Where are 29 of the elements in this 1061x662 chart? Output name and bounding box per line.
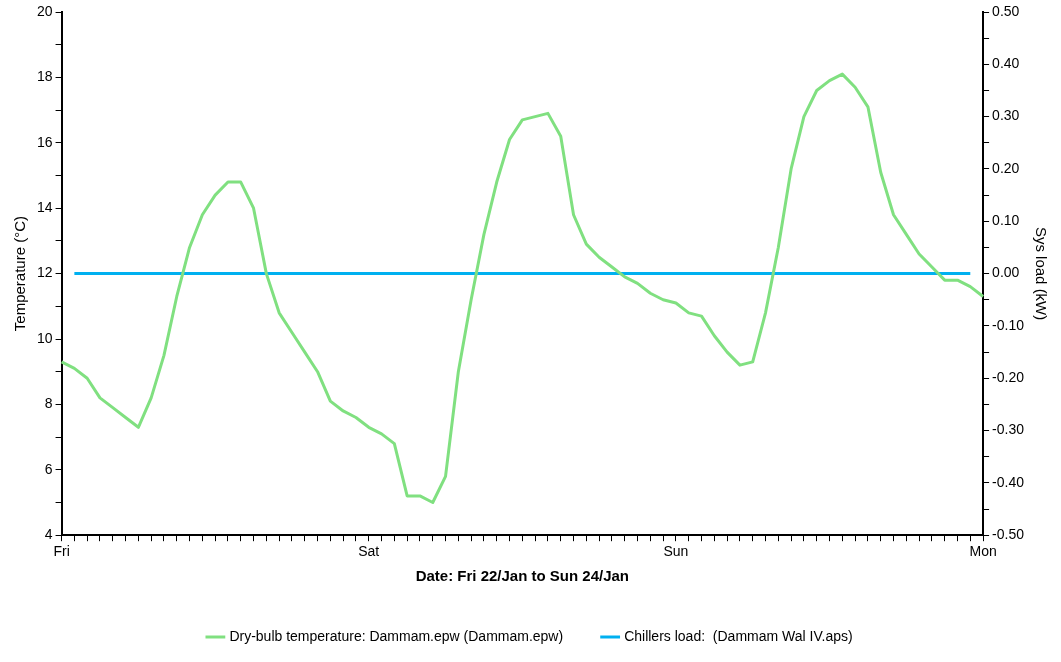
y2-tick-label: 0.40 [992,55,1020,72]
y2-axis-title: Sys load (kW) [1032,226,1050,321]
y2-tick-label: 0.50 [992,2,1020,19]
y-tick-label: 8 [44,395,53,412]
y2-tick-label: -0.10 [992,316,1025,333]
y-tick-label: 12 [36,264,53,281]
x-tick-label: Sat [358,543,380,560]
y2-tick-label: 0.30 [992,107,1020,124]
y2-tick-label: -0.30 [992,421,1025,438]
legend-label: Chillers load: (Dammam Wal IV.aps) [624,627,853,644]
y-tick-label: 14 [36,199,53,216]
x-tick-label: Sun [663,543,689,560]
legend-label: Dry-bulb temperature: Dammam.epw (Dammam.epw) [229,627,564,644]
y2-tick-label: -0.20 [992,369,1025,386]
y2-tick-label: 0.00 [992,264,1020,281]
y-axis-title: Temperature (°C) [11,216,29,332]
y2-tick-label: -0.50 [992,526,1025,543]
y-tick-label: 6 [44,460,53,477]
y2-tick-label: 0.20 [992,159,1020,176]
x-axis-title: Date: Fri 22/Jan to Sun 24/Jan [415,567,630,585]
y-tick-label: 10 [36,329,53,346]
y-tick-label: 18 [36,68,53,85]
y2-tick-label: -0.40 [992,473,1025,490]
y-tick-label: 20 [36,2,53,19]
y2-tick-label: 0.10 [992,212,1020,229]
y-tick-label: 4 [44,526,53,543]
x-tick-label: Fri [53,543,70,560]
y-tick-label: 16 [36,133,53,150]
x-tick-label: Mon [969,543,997,560]
